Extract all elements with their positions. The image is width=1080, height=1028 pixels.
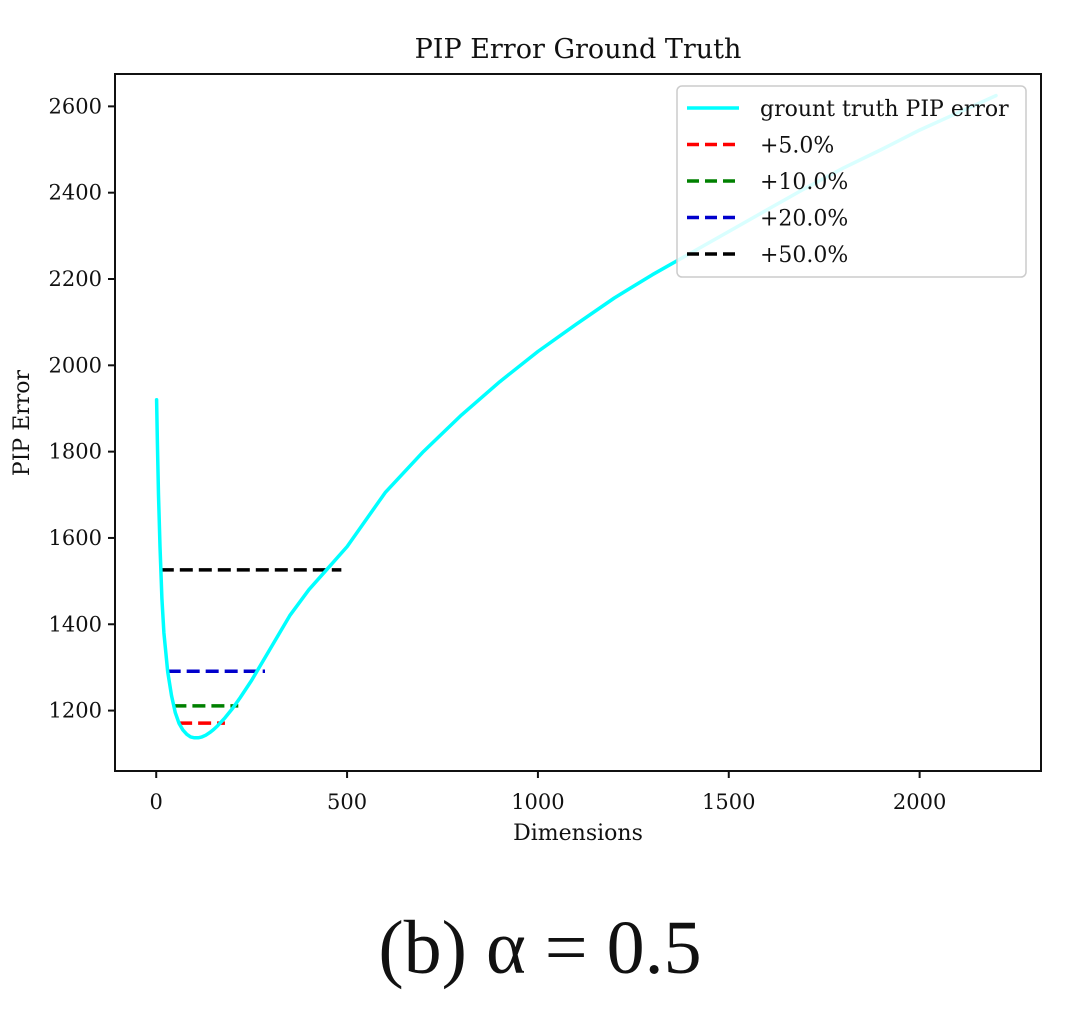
y-tick-label: 1600 [49,526,102,550]
legend-label-5: +50.0% [760,243,848,268]
figure-caption: (b) α = 0.5 [378,906,702,990]
pip-error-chart: PIP Error Ground Truth PIP Error Dimensi… [10,34,1042,846]
legend-label-1: grount truth PIP error [760,97,1009,122]
legend: grount truth PIP error +5.0% +10.0% +20.0% +… [676,85,1027,278]
x-tick-label: 1500 [702,790,755,814]
legend-label-3: +10.0% [760,170,848,195]
y-tick-label: 1800 [49,440,102,464]
x-axis-label: Dimensions [513,821,643,846]
y-axis-label: PIP Error [10,369,35,476]
y-tick-label: 2400 [49,181,102,205]
x-tick-label: 0 [150,790,163,814]
x-tick-label: 2000 [893,790,946,814]
y-tick-label: 1200 [49,699,102,723]
x-tick-label: 1000 [511,790,564,814]
legend-box [676,85,1027,278]
y-tick-label: 2000 [49,353,102,377]
y-tick-label: 2600 [49,94,102,118]
axis-ticks: 0 500 1000 1500 2000 1200 1400 1600 1800 2000 2200… [49,94,947,814]
y-tick-label: 1400 [49,612,102,636]
legend-label-4: +20.0% [760,207,848,232]
chart-title: PIP Error Ground Truth [415,34,742,65]
legend-label-2: +5.0% [760,134,834,159]
axes-frame [114,73,1042,772]
x-tick-label: 500 [327,790,367,814]
y-tick-label: 2200 [49,267,102,291]
